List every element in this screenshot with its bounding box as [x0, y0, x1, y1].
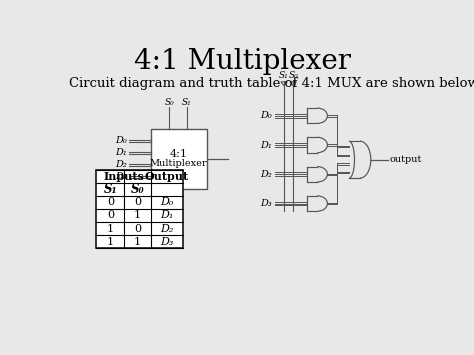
Text: S₁: S₁: [279, 71, 289, 80]
Text: D₀: D₀: [261, 111, 273, 120]
Text: D₀: D₀: [160, 197, 173, 207]
Text: 4:1 Multiplexer: 4:1 Multiplexer: [135, 48, 351, 75]
Text: D₂: D₂: [160, 224, 173, 234]
Text: Output: Output: [145, 171, 189, 182]
Text: 0: 0: [107, 197, 114, 207]
Text: 4:1: 4:1: [170, 149, 188, 159]
Text: D₃: D₃: [160, 237, 173, 247]
Bar: [96, 170, 183, 248]
Text: D₁: D₁: [115, 148, 127, 157]
Text: 1: 1: [134, 211, 141, 220]
Text: S₁: S₁: [182, 98, 192, 106]
Text: 1: 1: [107, 237, 114, 247]
Text: D₁: D₁: [160, 211, 173, 220]
Text: output: output: [390, 155, 422, 164]
Text: 0: 0: [107, 211, 114, 220]
Text: D₀: D₀: [115, 136, 127, 145]
Text: Circuit diagram and truth table of 4:1 MUX are shown below:: Circuit diagram and truth table of 4:1 M…: [69, 77, 474, 90]
Text: D₃: D₃: [261, 199, 273, 208]
Text: S₀: S₀: [164, 98, 174, 106]
Text: 1: 1: [134, 237, 141, 247]
Text: D₃: D₃: [115, 173, 127, 181]
Text: S₀: S₀: [288, 71, 298, 80]
Text: D₂: D₂: [261, 170, 273, 179]
Text: 1: 1: [107, 224, 114, 234]
Text: 0: 0: [134, 224, 141, 234]
Text: 0: 0: [134, 197, 141, 207]
Text: Multiplexer: Multiplexer: [150, 159, 208, 168]
Text: S₀: S₀: [131, 183, 145, 196]
Text: Inputs: Inputs: [103, 171, 144, 182]
Text: D₂: D₂: [115, 160, 127, 169]
Text: S₁: S₁: [104, 183, 117, 196]
Text: D₁: D₁: [261, 141, 273, 149]
Bar: [151, 129, 207, 189]
